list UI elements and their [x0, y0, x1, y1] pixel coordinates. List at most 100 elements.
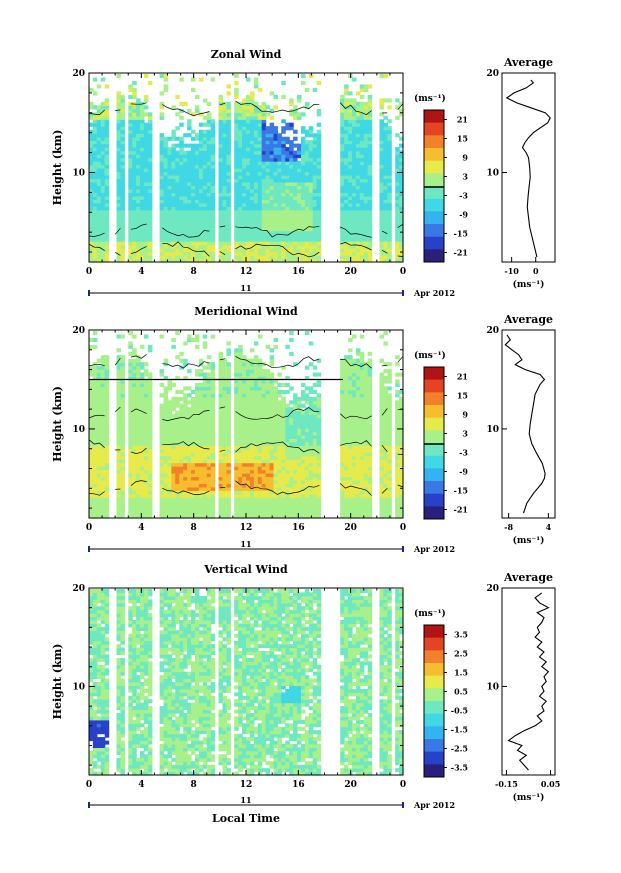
- heatmap-cell: [175, 213, 180, 218]
- heatmap-cell: [316, 143, 322, 148]
- heatmap-cell: [96, 199, 102, 204]
- heatmap-cell: [261, 143, 267, 148]
- heatmap-cell: [269, 171, 275, 176]
- heatmap-cell: [163, 227, 169, 232]
- heatmap-cell: [187, 417, 192, 422]
- heatmap-cell: [100, 223, 106, 228]
- heatmap-cell: [183, 403, 188, 408]
- heatmap-cell: [340, 133, 345, 138]
- heatmap-cell: [183, 452, 188, 457]
- heatmap-cell: [183, 514, 188, 519]
- heatmap-cell: [89, 497, 94, 502]
- heatmap-cell: [253, 400, 259, 405]
- heatmap-cell: [246, 150, 251, 155]
- heatmap-cell: [253, 365, 259, 370]
- heatmap-cell: [163, 220, 169, 225]
- heatmap-cell: [285, 161, 290, 166]
- heatmap-cell: [187, 199, 192, 204]
- heatmap-cell: [147, 431, 153, 436]
- heatmap-cell: [92, 389, 98, 394]
- heatmap-cell: [344, 147, 349, 152]
- heatmap-cell: [387, 220, 392, 225]
- heatmap-cell: [116, 490, 121, 495]
- heatmap-cell: [104, 393, 110, 398]
- heatmap-cell: [281, 476, 286, 481]
- colorbar-tick-label: 3: [462, 172, 468, 182]
- heatmap-cell: [128, 358, 133, 363]
- heatmap-cell: [140, 421, 145, 426]
- heatmap-cell: [132, 469, 137, 474]
- heatmap-cell: [89, 431, 94, 436]
- heatmap-cell: [257, 241, 263, 246]
- heatmap-cell: [289, 181, 294, 186]
- heatmap-cell: [96, 493, 102, 498]
- heatmap-cell: [187, 490, 192, 495]
- heatmap-cell: [96, 438, 102, 443]
- heatmap-cell: [304, 227, 310, 232]
- heatmap-cell: [163, 434, 169, 439]
- heatmap-cell: [206, 220, 212, 225]
- heatmap-cell: [222, 175, 227, 180]
- heatmap-cell: [265, 188, 271, 193]
- heatmap-cell: [202, 500, 208, 505]
- colorbar-frame: [423, 109, 445, 263]
- heatmap-cell: [120, 459, 125, 464]
- heatmap-cell: [238, 434, 243, 439]
- heatmap-cell: [96, 143, 102, 148]
- heatmap-cell: [136, 140, 141, 145]
- heatmap-cell: [140, 136, 145, 141]
- heatmap-cell: [222, 258, 227, 263]
- heatmap-cell: [238, 400, 243, 405]
- heatmap-cell: [120, 143, 125, 148]
- heatmap-cell: [367, 105, 373, 110]
- heatmap-cell: [367, 206, 373, 211]
- heatmap-cell: [132, 241, 137, 246]
- heatmap-cell: [198, 241, 204, 246]
- heatmap-cell: [116, 466, 121, 471]
- heatmap-cell: [273, 511, 278, 516]
- heatmap-cell: [191, 248, 196, 253]
- heatmap-cell: [269, 407, 275, 412]
- heatmap-cell: [253, 483, 259, 488]
- heatmap-cell: [198, 147, 204, 152]
- heatmap-cell: [206, 154, 212, 159]
- heatmap-cell: [246, 195, 251, 200]
- heatmap-cell: [89, 258, 94, 263]
- heatmap-cell: [304, 206, 310, 211]
- heatmap-cell: [175, 216, 180, 221]
- heatmap-cell: [206, 407, 212, 412]
- heatmap-cell: [289, 507, 294, 512]
- heatmap-cell: [163, 479, 169, 484]
- heatmap-cell: [293, 199, 298, 204]
- heatmap-cell: [234, 147, 239, 152]
- colorbar-swatch: [424, 249, 444, 257]
- heatmap-cell: [367, 255, 373, 260]
- heatmap-cell: [147, 223, 153, 228]
- heatmap-cell: [293, 129, 298, 134]
- heatmap-cell: [183, 511, 188, 516]
- heatmap-cell: [222, 428, 227, 433]
- heatmap-cell: [312, 171, 318, 176]
- heatmap-cell: [100, 129, 106, 134]
- heatmap-cell: [312, 206, 318, 211]
- heatmap-cell: [352, 136, 357, 141]
- heatmap-cell: [116, 424, 121, 429]
- heatmap-cell: [340, 220, 345, 225]
- heatmap-cell: [238, 195, 243, 200]
- heatmap-cell: [136, 455, 141, 460]
- heatmap-cell: [198, 209, 204, 214]
- heatmap-cell: [222, 216, 227, 221]
- heatmap-cell: [128, 84, 133, 89]
- heatmap-cell: [289, 171, 294, 176]
- heatmap-cell: [89, 188, 94, 193]
- heatmap-cell: [222, 164, 227, 169]
- heatmap-cell: [359, 94, 365, 99]
- heatmap-cell: [218, 248, 223, 253]
- heatmap-cell: [179, 188, 184, 193]
- heatmap-cell: [163, 195, 169, 200]
- heatmap-cell: [352, 255, 357, 260]
- heatmap-cell: [269, 438, 275, 443]
- heatmap-cell: [277, 438, 282, 443]
- heatmap-cell: [289, 98, 294, 103]
- heatmap-cell: [269, 396, 275, 401]
